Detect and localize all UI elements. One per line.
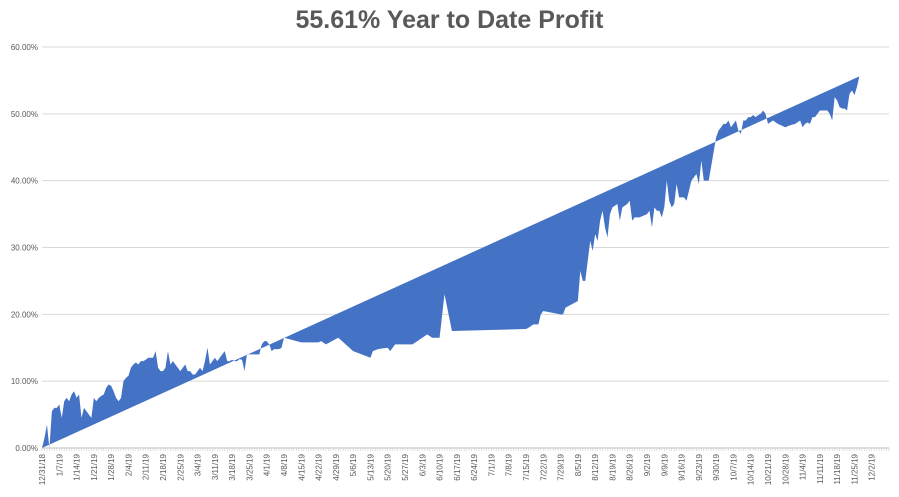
x-tick-label: 2/25/19 <box>176 453 185 480</box>
x-tick-label: 9/9/19 <box>660 453 669 476</box>
x-tick-label: 9/23/19 <box>695 453 704 480</box>
x-tick-label: 11/18/19 <box>833 453 842 484</box>
x-tick-label: 1/7/19 <box>55 453 64 476</box>
x-tick-label: 12/31/18 <box>38 453 47 485</box>
x-tick-label: 5/6/19 <box>349 453 358 476</box>
y-tick-label: 50.00% <box>11 110 38 119</box>
x-tick-label: 8/5/19 <box>574 453 583 476</box>
x-tick-label: 1/21/19 <box>90 453 99 480</box>
gridlines <box>42 46 889 382</box>
x-tick-label: 9/30/19 <box>712 453 721 480</box>
x-tick-label: 2/11/19 <box>142 453 151 480</box>
x-tick-label: 8/26/19 <box>626 453 635 480</box>
x-tick-label: 1/14/19 <box>73 453 82 480</box>
area-series <box>42 76 860 448</box>
x-tick-labels: 12/31/18 1/7/19 1/14/19 1/21/19 1/28/19 2/4/1… <box>38 453 877 485</box>
x-tick-label: 3/4/19 <box>194 453 203 476</box>
x-tick-label: 8/12/19 <box>591 453 600 480</box>
y-tick-label: 10.00% <box>11 377 38 386</box>
y-tick-label: 0.00% <box>15 444 38 453</box>
x-tick-label: 2/18/19 <box>159 453 168 480</box>
x-tick-label: 7/8/19 <box>505 453 514 476</box>
x-tick-label: 4/1/19 <box>263 453 272 476</box>
chart-title: 55.61% Year to Date Profit <box>295 6 604 34</box>
x-tick-label: 7/1/19 <box>487 453 496 476</box>
x-tick-label: 7/15/19 <box>522 453 531 480</box>
x-tick-label: 4/29/19 <box>332 453 341 480</box>
x-tick-label: 9/2/19 <box>643 453 652 476</box>
y-tick-labels: 0.00% 10.00% 20.00% 30.00% 40.00% 50.00% 60.00… <box>11 43 38 453</box>
x-tick-label: 9/16/19 <box>678 453 687 480</box>
x-tick-label: 6/3/19 <box>418 453 427 476</box>
x-tick-label: 6/24/19 <box>470 453 479 480</box>
x-tick-label: 11/25/19 <box>850 453 859 484</box>
axes <box>41 447 890 451</box>
x-tick-label: 3/18/19 <box>228 453 237 480</box>
x-tick-label: 3/25/19 <box>245 453 254 480</box>
x-tick-label: 5/27/19 <box>401 453 410 480</box>
x-tick-label: 1/28/19 <box>107 453 116 480</box>
y-tick-label: 60.00% <box>11 43 38 52</box>
x-tick-label: 10/7/19 <box>729 453 738 480</box>
x-tick-label: 2/4/19 <box>124 453 133 476</box>
x-tick-label: 5/13/19 <box>366 453 375 480</box>
x-tick-label: 12/2/19 <box>868 453 877 480</box>
x-tick-label: 5/20/19 <box>384 453 393 480</box>
x-tick-label: 10/14/19 <box>747 453 756 485</box>
x-tick-label: 4/8/19 <box>280 453 289 476</box>
x-tick-label: 10/21/19 <box>764 453 773 485</box>
y-tick-label: 40.00% <box>11 177 38 186</box>
x-tick-label: 7/22/19 <box>539 453 548 480</box>
x-tick-label: 8/19/19 <box>608 453 617 480</box>
x-tick-label: 4/22/19 <box>315 453 324 480</box>
y-tick-label: 20.00% <box>11 310 38 319</box>
x-tick-label: 6/17/19 <box>453 453 462 480</box>
x-tick-label: 11/11/19 <box>816 453 825 484</box>
x-tick-label: 3/11/19 <box>211 453 220 480</box>
area-series-ytd-profit <box>42 76 860 448</box>
x-tick-label: 7/29/19 <box>557 453 566 480</box>
x-tick-label: 4/15/19 <box>297 453 306 480</box>
y-tick-label: 30.00% <box>11 244 38 253</box>
x-tick-label: 11/4/19 <box>799 453 808 480</box>
x-tick-label: 10/28/19 <box>781 453 790 485</box>
x-tick-label: 6/10/19 <box>436 453 445 480</box>
